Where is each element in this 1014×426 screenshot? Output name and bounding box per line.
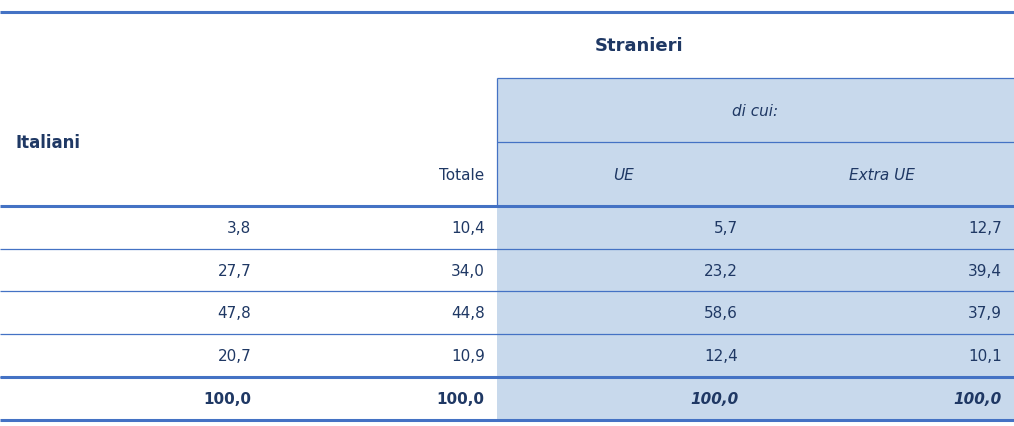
Bar xyxy=(0,334,497,377)
Text: 23,2: 23,2 xyxy=(705,263,738,278)
Text: 10,9: 10,9 xyxy=(451,348,485,363)
Bar xyxy=(497,334,1014,377)
Text: UE: UE xyxy=(613,167,634,182)
Text: Totale: Totale xyxy=(439,167,485,182)
Text: 34,0: 34,0 xyxy=(451,263,485,278)
Bar xyxy=(0,292,497,334)
Bar xyxy=(0,207,497,249)
Text: 100,0: 100,0 xyxy=(690,391,738,406)
Bar xyxy=(0,377,497,420)
Bar xyxy=(497,292,1014,334)
Bar xyxy=(0,143,497,207)
Text: Stranieri: Stranieri xyxy=(594,37,683,55)
Text: 3,8: 3,8 xyxy=(227,220,251,236)
Text: 12,7: 12,7 xyxy=(968,220,1002,236)
Text: 10,1: 10,1 xyxy=(968,348,1002,363)
Text: 27,7: 27,7 xyxy=(218,263,251,278)
Bar xyxy=(0,13,1014,79)
Text: 100,0: 100,0 xyxy=(204,391,251,406)
Text: Extra UE: Extra UE xyxy=(850,167,915,182)
Text: Italiani: Italiani xyxy=(15,134,80,152)
Bar xyxy=(497,377,1014,420)
Bar xyxy=(0,249,497,292)
Text: 10,4: 10,4 xyxy=(451,220,485,236)
Text: 39,4: 39,4 xyxy=(967,263,1002,278)
Text: 37,9: 37,9 xyxy=(967,305,1002,321)
Text: di cui:: di cui: xyxy=(732,103,779,118)
Text: 20,7: 20,7 xyxy=(218,348,251,363)
Text: 44,8: 44,8 xyxy=(451,305,485,321)
Text: 5,7: 5,7 xyxy=(714,220,738,236)
Text: 12,4: 12,4 xyxy=(705,348,738,363)
Text: 58,6: 58,6 xyxy=(705,305,738,321)
Bar xyxy=(0,79,497,143)
Bar xyxy=(497,143,1014,207)
Bar xyxy=(497,207,1014,249)
Bar xyxy=(497,79,1014,143)
Text: 100,0: 100,0 xyxy=(953,391,1002,406)
Bar xyxy=(497,249,1014,292)
Text: 47,8: 47,8 xyxy=(218,305,251,321)
Text: 100,0: 100,0 xyxy=(437,391,485,406)
